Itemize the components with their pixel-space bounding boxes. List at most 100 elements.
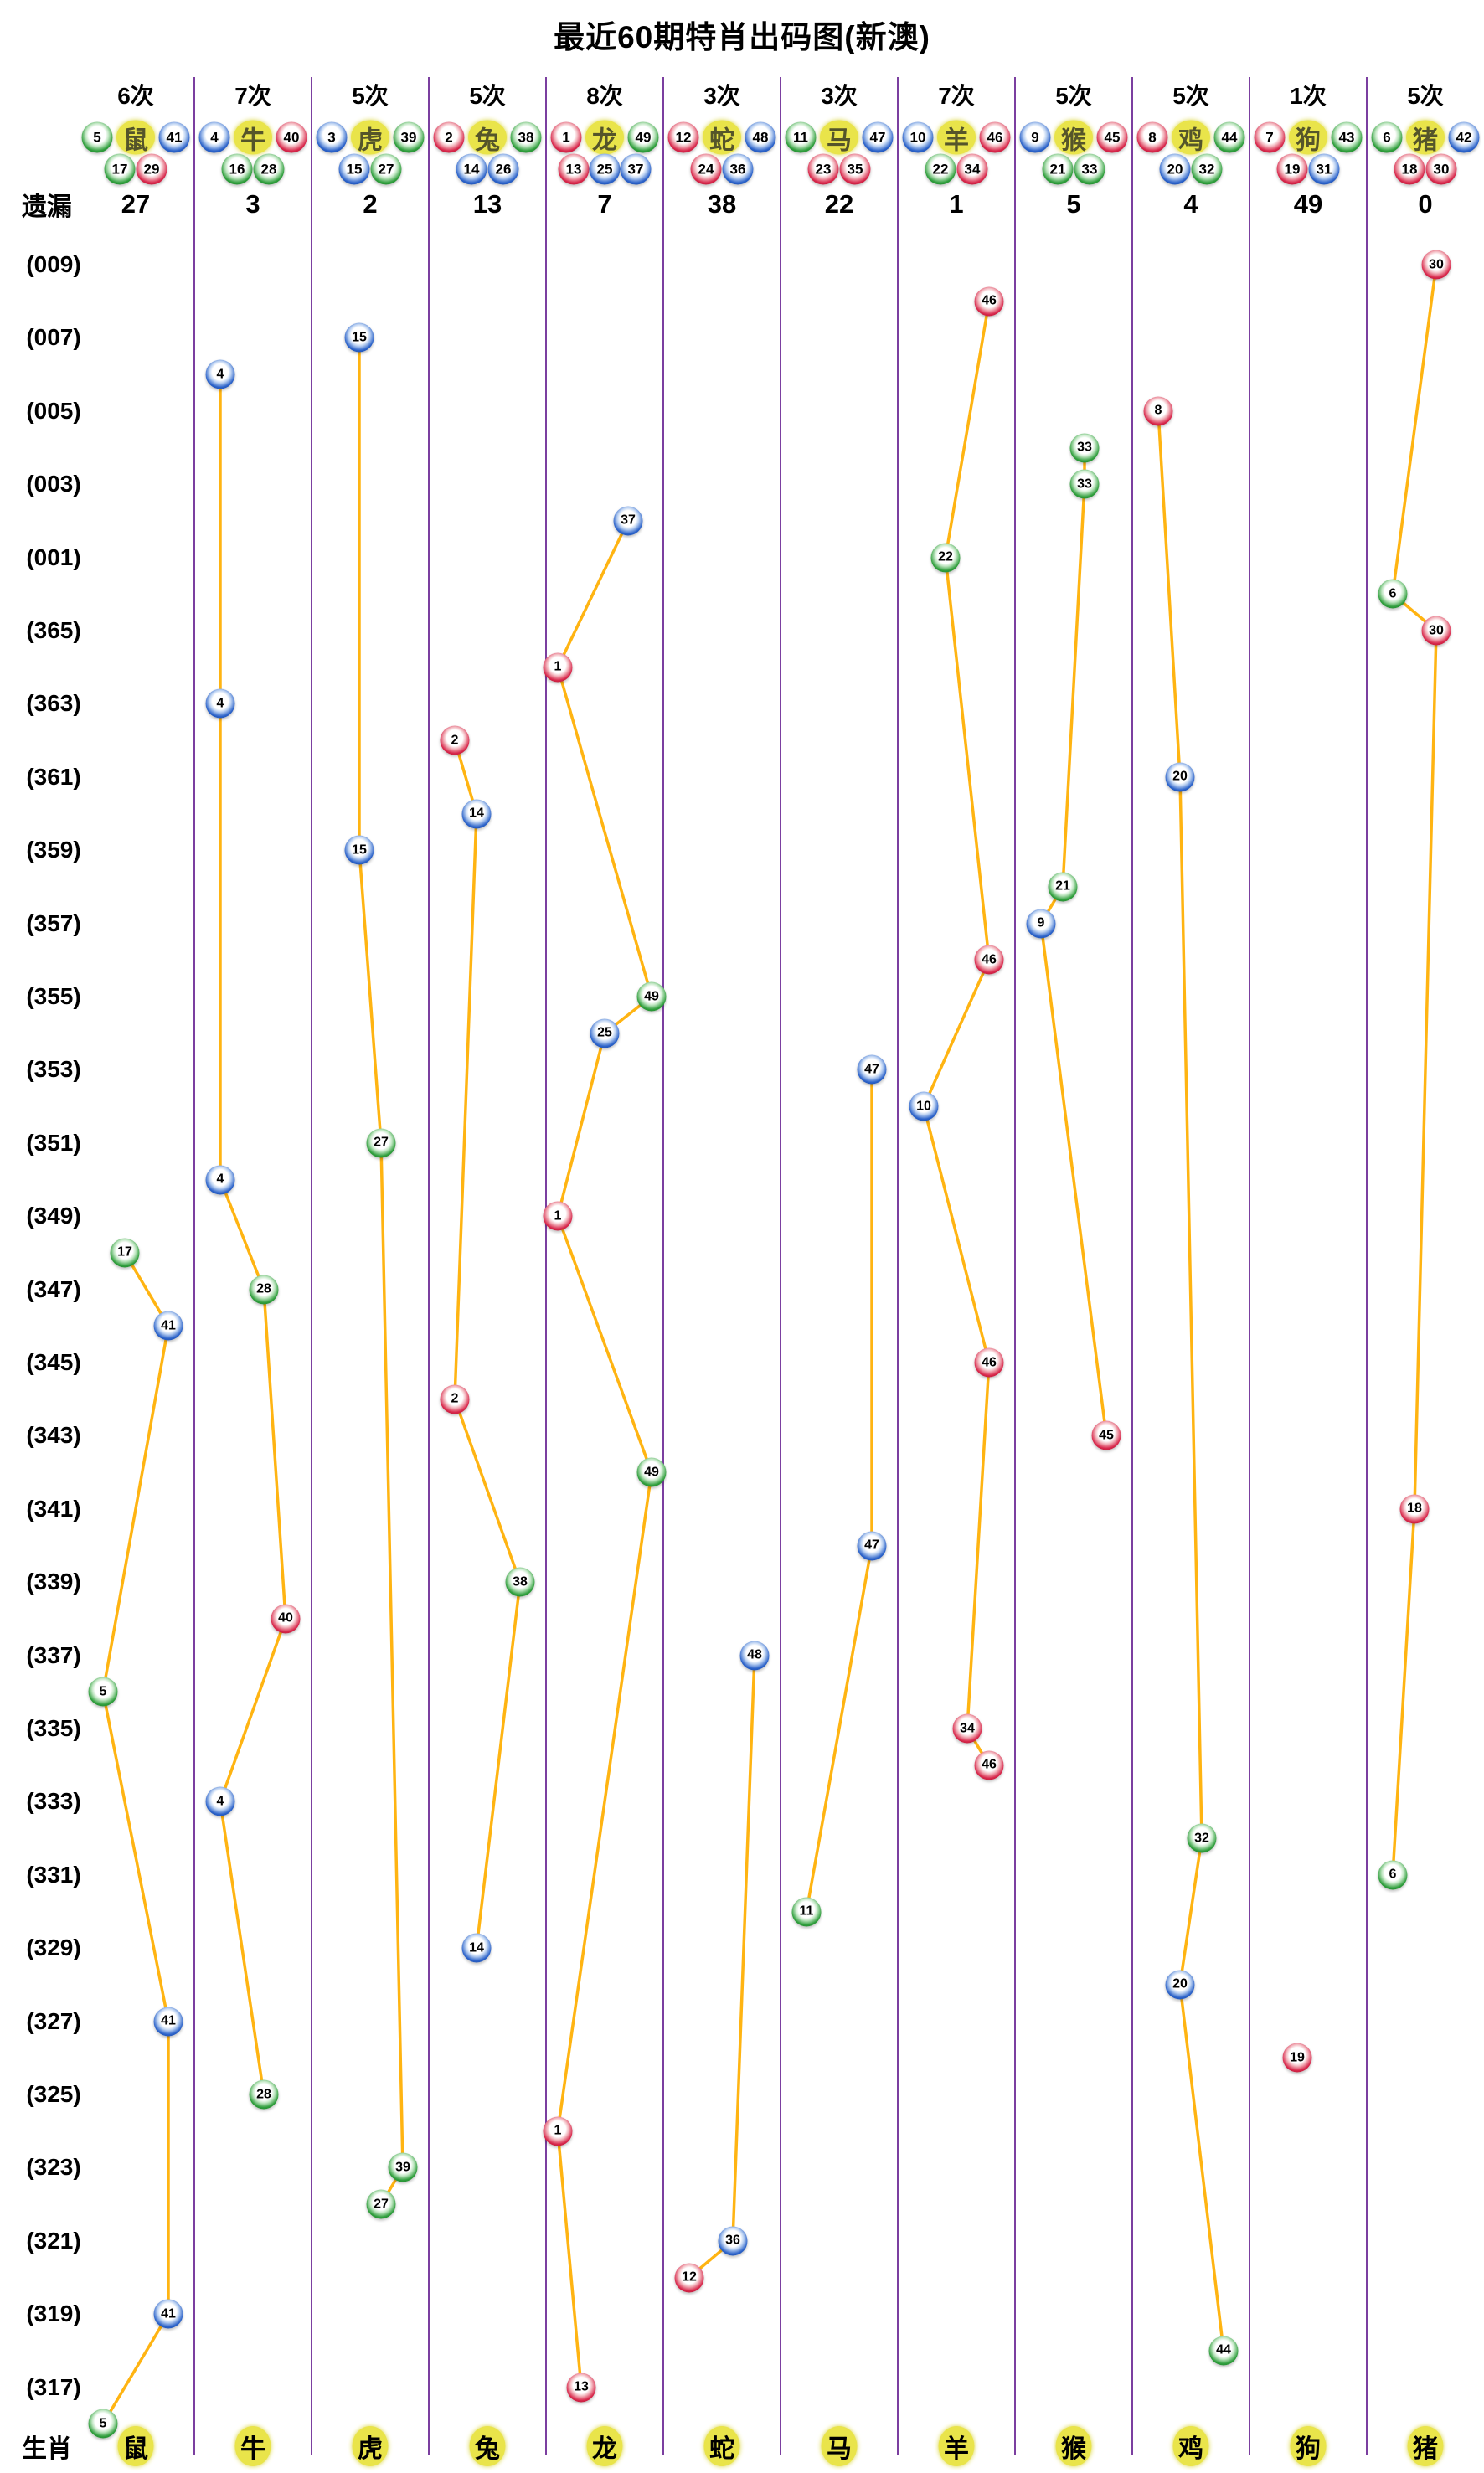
draw-result-ball: 46 (974, 1750, 1004, 1780)
zodiac-header-badge: 鸡 (1172, 120, 1210, 155)
draw-result-ball: 6 (1378, 1860, 1408, 1890)
draw-result-ball: 17 (110, 1238, 140, 1268)
period-label: (357) (26, 909, 81, 936)
header-number-ball: 7 (1254, 121, 1286, 153)
period-label: (361) (26, 763, 81, 790)
header-number-ball: 34 (956, 153, 988, 185)
header-number-ball: 48 (745, 121, 776, 153)
draw-result-ball: 1 (543, 2116, 573, 2146)
header-number-ball: 1 (550, 121, 582, 153)
header-number-ball: 14 (456, 153, 487, 185)
draw-result-ball: 1 (543, 652, 573, 683)
header-number-ball: 41 (158, 121, 190, 153)
header-number-ball: 21 (1042, 153, 1074, 185)
draw-result-ball: 40 (271, 1604, 301, 1634)
period-label: (333) (26, 1788, 81, 1815)
period-label: (319) (26, 2300, 81, 2327)
period-label: (351) (26, 1129, 81, 1156)
header-number-ball: 5 (81, 121, 113, 153)
period-label: (323) (26, 2154, 81, 2181)
zodiac-bottom-badge: 兔 (469, 2426, 506, 2466)
header-number-ball: 17 (104, 153, 136, 185)
period-label: (321) (26, 2227, 81, 2254)
zodiac-bottom-badge: 羊 (938, 2426, 975, 2466)
zodiac-bottom-badge: 马 (821, 2426, 858, 2466)
header-number-ball: 39 (393, 121, 425, 153)
zodiac-header-badge: 虎 (351, 120, 389, 155)
draw-result-ball: 19 (1282, 2043, 1312, 2073)
draw-result-ball: 14 (461, 1933, 492, 1963)
period-label: (007) (26, 324, 81, 351)
draw-result-ball: 27 (366, 2189, 396, 2219)
draw-result-ball: 14 (461, 799, 492, 828)
header-number-ball: 40 (276, 121, 307, 153)
zodiac-header-badge: 兔 (468, 120, 507, 155)
draw-result-ball: 4 (205, 1165, 235, 1194)
period-label: (343) (26, 1422, 81, 1449)
zodiac-header-badge: 蛇 (703, 120, 741, 155)
miss-count-value: 13 (472, 189, 502, 219)
occurrence-count-label: 3次 (821, 83, 858, 109)
header-number-ball: 24 (690, 153, 722, 185)
draw-result-ball: 46 (974, 1347, 1004, 1378)
period-label: (345) (26, 1349, 81, 1375)
miss-count-value: 27 (121, 189, 151, 219)
draw-result-ball: 11 (791, 1897, 822, 1926)
occurrence-count-label: 5次 (1055, 83, 1092, 109)
draw-result-ball: 9 (1026, 909, 1056, 939)
draw-result-ball: 38 (505, 1567, 535, 1597)
header-number-ball: 47 (862, 121, 894, 153)
trend-line (101, 1252, 170, 2425)
period-label: (327) (26, 2007, 81, 2034)
zodiac-header-badge: 鼠 (116, 120, 155, 155)
header-number-ball: 12 (667, 121, 699, 153)
period-label: (329) (26, 1935, 81, 1961)
draw-result-ball: 18 (1399, 1494, 1430, 1524)
occurrence-count-label: 7次 (234, 83, 271, 109)
header-number-ball: 20 (1159, 153, 1191, 185)
trend-line (556, 520, 653, 2388)
trend-line (1391, 264, 1438, 1875)
period-label: (335) (26, 1715, 81, 1741)
draw-result-ball: 10 (909, 1091, 939, 1121)
miss-count-value: 4 (1183, 189, 1198, 219)
header-number-ball: 35 (839, 153, 871, 185)
header-number-ball: 36 (722, 153, 754, 185)
draw-result-ball: 34 (952, 1713, 982, 1744)
header-number-ball: 45 (1096, 121, 1128, 153)
occurrence-count-label: 5次 (352, 83, 389, 109)
period-label: (331) (26, 1861, 81, 1888)
draw-result-ball: 4 (205, 359, 235, 389)
header-number-ball: 31 (1308, 153, 1340, 185)
period-label: (355) (26, 983, 81, 1009)
header-number-ball: 2 (433, 121, 465, 153)
trend-line (1157, 410, 1225, 2352)
zodiac-bottom-badge: 龙 (586, 2426, 623, 2466)
header-number-ball: 4 (198, 121, 230, 153)
draw-result-ball: 45 (1091, 1420, 1121, 1450)
draw-result-ball: 1 (543, 1201, 573, 1231)
draw-result-ball: 27 (366, 1128, 396, 1158)
draw-result-ball: 44 (1208, 2336, 1239, 2366)
miss-count-value: 0 (1418, 189, 1433, 219)
period-label: (005) (26, 397, 81, 424)
draw-result-ball: 30 (1421, 250, 1451, 280)
header-number-ball: 26 (487, 153, 519, 185)
draw-result-ball: 2 (440, 1384, 470, 1414)
draw-result-ball: 28 (249, 1275, 279, 1305)
miss-count-value: 1 (949, 189, 964, 219)
column-separator (193, 77, 195, 2455)
zodiac-header-badge: 狗 (1289, 120, 1327, 155)
period-label: (359) (26, 837, 81, 863)
zodiac-header-badge: 猪 (1406, 120, 1445, 155)
column-separator (311, 77, 312, 2455)
draw-result-ball: 6 (1378, 579, 1408, 609)
zodiac-bottom-badge: 猴 (1055, 2426, 1092, 2466)
header-number-ball: 33 (1074, 153, 1105, 185)
header-number-ball: 16 (221, 153, 253, 185)
period-label: (341) (26, 1495, 81, 1522)
period-label: (363) (26, 690, 81, 717)
draw-result-ball: 12 (674, 2263, 704, 2292)
period-label: (337) (26, 1641, 81, 1668)
